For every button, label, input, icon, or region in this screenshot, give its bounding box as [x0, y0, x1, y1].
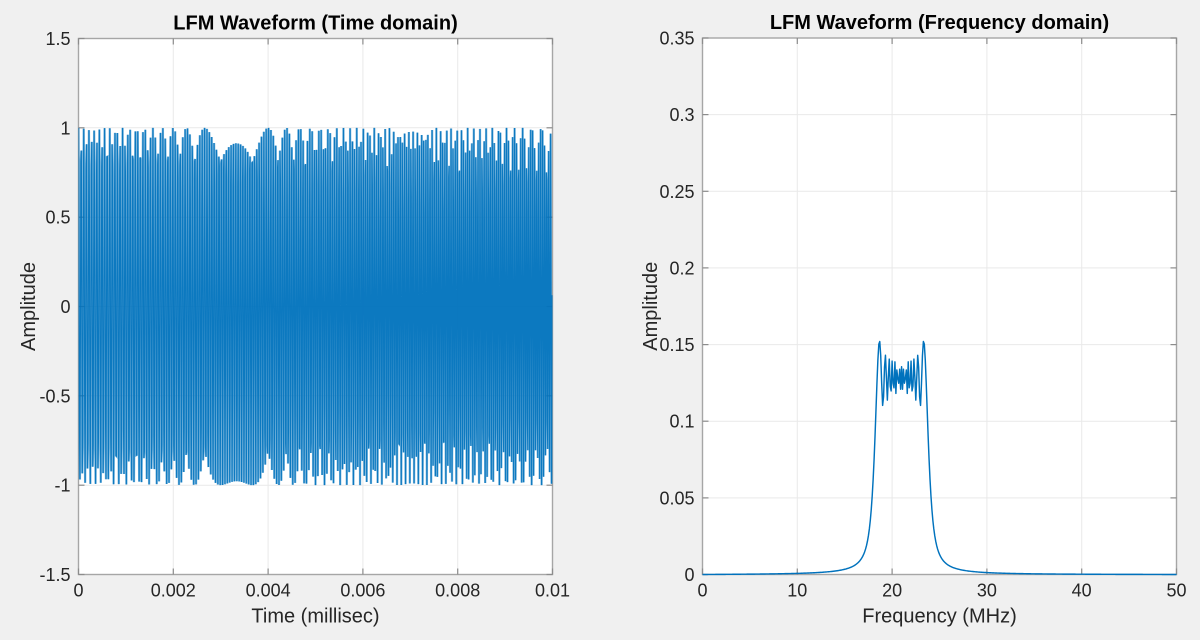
svg-text:0: 0 — [73, 581, 83, 601]
svg-text:0.05: 0.05 — [659, 488, 694, 508]
svg-text:0.15: 0.15 — [659, 335, 694, 355]
svg-text:10: 10 — [787, 581, 807, 601]
svg-text:30: 30 — [977, 581, 997, 601]
svg-text:40: 40 — [1072, 581, 1092, 601]
svg-text:0: 0 — [697, 581, 707, 601]
svg-text:0: 0 — [60, 297, 70, 317]
svg-text:LFM Waveform (Time domain): LFM Waveform (Time domain) — [173, 13, 457, 35]
svg-text:1.5: 1.5 — [45, 29, 70, 49]
svg-text:0.5: 0.5 — [45, 208, 70, 228]
svg-text:0.25: 0.25 — [659, 182, 694, 202]
svg-text:50: 50 — [1166, 581, 1186, 601]
svg-text:20: 20 — [882, 581, 902, 601]
svg-text:-1.5: -1.5 — [39, 565, 70, 585]
svg-text:-1: -1 — [54, 476, 70, 496]
svg-text:LFM Waveform (Frequency domain: LFM Waveform (Frequency domain) — [770, 12, 1109, 34]
svg-text:1: 1 — [60, 118, 70, 138]
svg-text:0.35: 0.35 — [659, 29, 694, 49]
svg-text:Frequency (MHz): Frequency (MHz) — [862, 606, 1016, 628]
svg-text:0.2: 0.2 — [669, 258, 694, 278]
svg-text:0.3: 0.3 — [669, 105, 694, 125]
svg-text:Amplitude: Amplitude — [18, 262, 40, 351]
svg-text:-0.5: -0.5 — [39, 386, 70, 406]
svg-text:Time (millisec): Time (millisec) — [251, 606, 379, 628]
svg-text:0.1: 0.1 — [669, 412, 694, 432]
svg-text:0.004: 0.004 — [246, 581, 291, 601]
svg-text:0.002: 0.002 — [151, 581, 196, 601]
svg-text:0.008: 0.008 — [435, 581, 480, 601]
svg-text:0.006: 0.006 — [340, 581, 385, 601]
svg-text:0.01: 0.01 — [535, 581, 570, 601]
svg-text:Amplitude: Amplitude — [640, 262, 662, 351]
svg-text:0: 0 — [684, 565, 694, 585]
